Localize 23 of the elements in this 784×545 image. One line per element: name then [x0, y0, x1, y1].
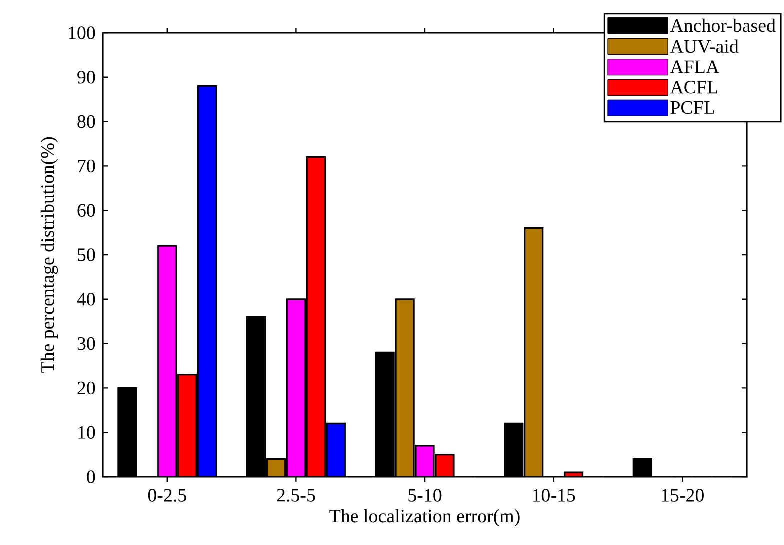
y-tick-label: 90: [78, 71, 96, 84]
x-axis-title: The localization error(m): [330, 509, 520, 527]
y-tick-label: 0: [87, 470, 96, 484]
x-tick-label: 10-15: [533, 489, 576, 502]
y-tick-label: 60: [78, 204, 96, 217]
y-axis-title: The percentage distribution(%): [40, 138, 58, 373]
y-tick-label: 20: [78, 382, 96, 395]
y-tick-label: 50: [78, 248, 96, 262]
x-tick-label: 0-2.5: [148, 489, 186, 502]
x-tick-label: 2.5-5: [277, 489, 316, 502]
x-tick-label: 5-10: [408, 489, 442, 502]
legend-label: AUV-aid: [670, 40, 739, 54]
legend-label: AFLA: [670, 60, 720, 74]
y-tick-label: 80: [78, 115, 96, 128]
legend-label: Anchor-based: [670, 18, 776, 32]
legend-label: ACFL: [670, 81, 718, 94]
x-tick-label: 15-20: [662, 489, 704, 502]
y-tick-label: 70: [78, 160, 96, 173]
legend-label: PCFL: [670, 101, 714, 114]
y-tick-label: 40: [77, 293, 96, 306]
y-tick-label: 10: [78, 426, 96, 439]
y-tick-label: 100: [69, 26, 96, 40]
y-tick-label: 30: [78, 337, 96, 350]
